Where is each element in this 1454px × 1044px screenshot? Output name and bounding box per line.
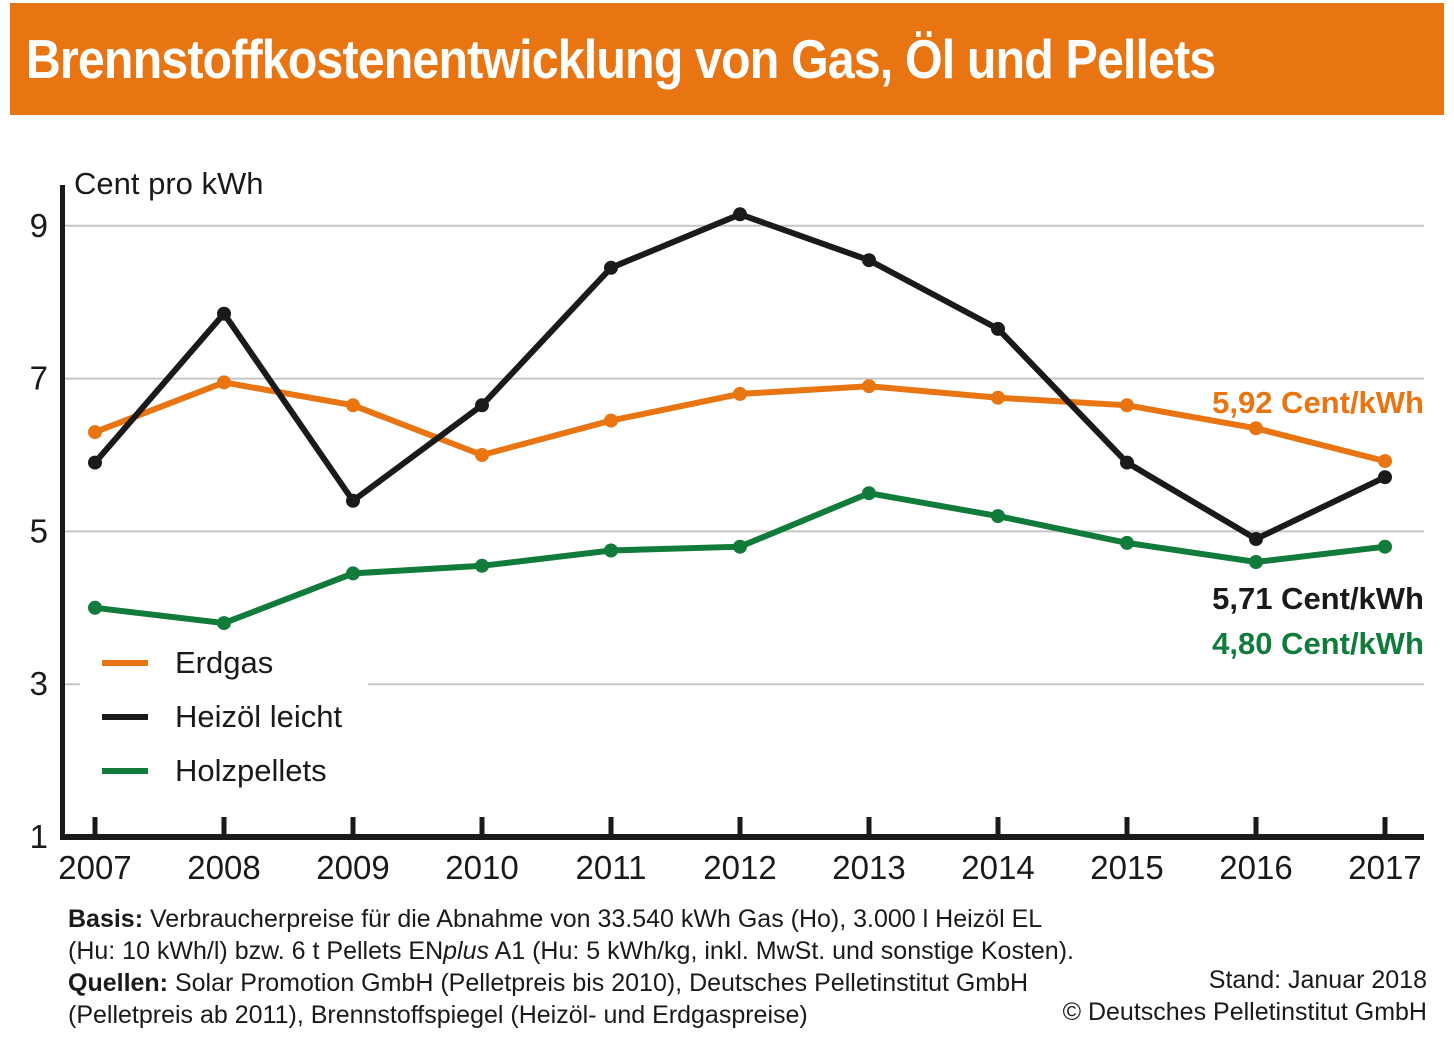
legend-swatch-holzpellets (102, 767, 148, 774)
quellen-line-1: Quellen: Solar Promotion GmbH (Pelletpre… (68, 969, 1029, 997)
legend-item-heizoel-leicht: Heizöl leicht (102, 698, 343, 734)
copyright-line: © Deutsches Pelletinstitut GmbH (1062, 998, 1427, 1026)
source-note: Basis: Verbraucherpreise für die Abnahme… (68, 903, 1074, 1031)
stand-line: Stand: Januar 2018 (1208, 966, 1427, 994)
quellen-label: Quellen: (68, 969, 169, 997)
svg-text:2010: 2010 (445, 849, 518, 886)
legend: Erdgas Heizöl leicht Holzpellets (80, 638, 369, 797)
svg-text:2008: 2008 (187, 849, 260, 886)
basis-line-1: Basis: Verbraucherpreise für die Abnahme… (68, 905, 1043, 933)
legend-label-heizoel-leicht: Heizöl leicht (175, 698, 343, 734)
svg-text:2009: 2009 (316, 849, 389, 886)
basis-line-2: (Hu: 10 kWh/l) bzw. 6 t Pellets ENplus A… (68, 937, 1074, 965)
svg-text:3: 3 (30, 665, 48, 702)
end-label-erdgas: 5,92 Cent/kWh (1212, 385, 1424, 420)
legend-swatch-heizoel-leicht (102, 713, 148, 720)
svg-text:2011: 2011 (576, 849, 647, 886)
legend-label-erdgas: Erdgas (175, 644, 274, 680)
quellen-line-2: (Pelletpreis ab 2011), Brennstoffspiegel… (68, 1001, 808, 1029)
basis-label: Basis: (68, 905, 144, 933)
svg-text:2007: 2007 (58, 849, 131, 886)
svg-text:5: 5 (30, 512, 48, 549)
date-stamp: Stand: Januar 2018 © Deutsches Pelletins… (1063, 964, 1427, 1028)
svg-text:2016: 2016 (1219, 849, 1292, 886)
legend-label-holzpellets: Holzpellets (175, 752, 327, 788)
end-label-holzpellets: 4,80 Cent/kWh (1212, 626, 1424, 661)
title-bar: Brennstoffkostenentwicklung von Gas, Öl … (10, 3, 1444, 115)
svg-text:2017: 2017 (1348, 849, 1421, 886)
svg-text:7: 7 (30, 360, 48, 397)
legend-swatch-erdgas (102, 659, 148, 666)
svg-text:2012: 2012 (703, 849, 776, 886)
y-axis-title: Cent pro kWh (74, 166, 264, 201)
svg-text:9: 9 (30, 207, 48, 244)
svg-text:1: 1 (30, 818, 48, 855)
chart-title: Brennstoffkostenentwicklung von Gas, Öl … (25, 28, 1216, 90)
svg-text:2015: 2015 (1090, 849, 1163, 886)
svg-text:2014: 2014 (961, 849, 1034, 886)
svg-text:2013: 2013 (832, 849, 905, 886)
legend-item-holzpellets: Holzpellets (102, 752, 342, 788)
legend-item-erdgas: Erdgas (102, 644, 342, 680)
end-label-heizoel-leicht: 5,71 Cent/kWh (1212, 581, 1424, 616)
